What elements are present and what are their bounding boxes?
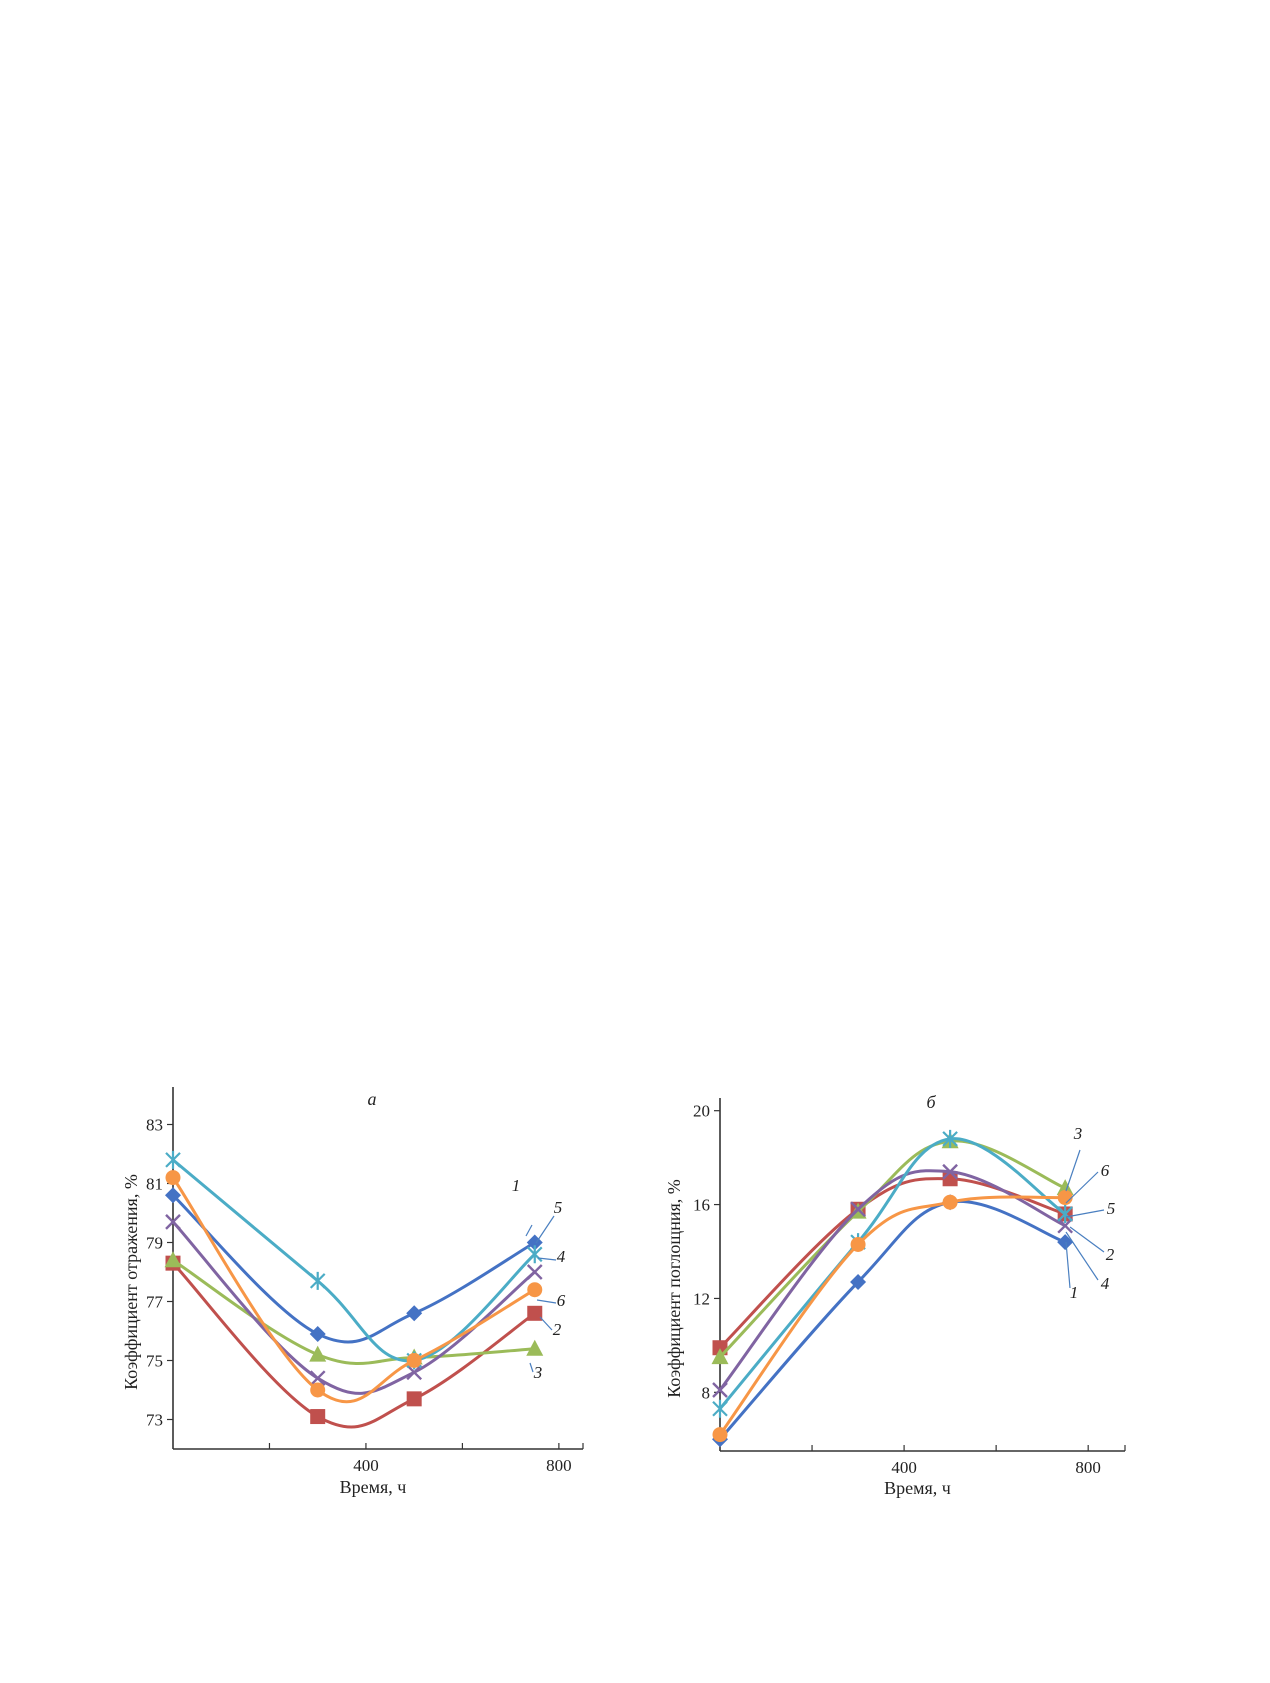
series-line-3 bbox=[718, 1139, 1067, 1359]
series-line-1 bbox=[171, 1193, 537, 1344]
data-point-1 bbox=[165, 1187, 181, 1204]
data-point-3 bbox=[526, 1339, 544, 1356]
data-point-5 bbox=[526, 1245, 543, 1264]
leader-line-5 bbox=[535, 1215, 555, 1244]
y-tick-label: 12 bbox=[693, 1289, 710, 1308]
panel-title: а bbox=[368, 1089, 377, 1109]
series-label-6: 6 bbox=[1101, 1161, 1110, 1180]
series-line-2 bbox=[171, 1261, 537, 1429]
leader-line-4 bbox=[1065, 1231, 1099, 1281]
x-axis-title: Время, ч bbox=[884, 1478, 951, 1498]
data-point-3 bbox=[164, 1251, 182, 1268]
chart-panel-1: 73 75 77 79 81 83 400 800 а Время, ч Коэффициент о… bbox=[121, 1087, 584, 1497]
data-point-6 bbox=[1057, 1190, 1073, 1206]
y-tick-label: 77 bbox=[146, 1293, 164, 1312]
leader-line-5 bbox=[1065, 1209, 1105, 1218]
x-tick-label: 800 bbox=[546, 1456, 572, 1475]
series-label-6: 6 bbox=[557, 1291, 566, 1310]
series-label-4: 4 bbox=[557, 1247, 566, 1266]
series-label-1: 1 bbox=[512, 1176, 521, 1195]
data-point-4 bbox=[309, 1370, 326, 1387]
series-line-5 bbox=[171, 1158, 537, 1363]
leader-line-3 bbox=[529, 1362, 534, 1373]
y-tick-label: 83 bbox=[146, 1116, 163, 1135]
data-point-4 bbox=[1057, 1217, 1074, 1234]
data-point-6 bbox=[165, 1170, 181, 1186]
y-tick-label: 8 bbox=[702, 1383, 711, 1402]
data-point-6 bbox=[406, 1353, 422, 1368]
data-point-3 bbox=[1056, 1179, 1074, 1196]
y-axis-title: Коэффициент отражения, % bbox=[121, 1174, 141, 1390]
y-tick-label: 20 bbox=[693, 1102, 710, 1121]
series-line-2 bbox=[718, 1177, 1067, 1350]
data-point-4 bbox=[526, 1264, 543, 1280]
data-point-2 bbox=[406, 1391, 422, 1407]
series-label-4: 4 bbox=[1101, 1274, 1110, 1293]
y-tick-label: 81 bbox=[146, 1175, 163, 1194]
data-point-2 bbox=[527, 1305, 543, 1321]
data-point-1 bbox=[309, 1325, 326, 1342]
series-label-5: 5 bbox=[1107, 1199, 1116, 1218]
data-point-4 bbox=[165, 1214, 181, 1230]
y-tick-label: 75 bbox=[146, 1352, 163, 1371]
series-label-2: 2 bbox=[1106, 1245, 1115, 1264]
series-label-1: 1 bbox=[1070, 1283, 1079, 1302]
series-line-1 bbox=[718, 1199, 1067, 1441]
x-tick-label: 800 bbox=[1075, 1458, 1101, 1477]
series-line-4 bbox=[171, 1220, 537, 1395]
leader-line-6 bbox=[1065, 1171, 1099, 1204]
data-point-1 bbox=[406, 1305, 423, 1322]
series-line-3 bbox=[171, 1258, 537, 1365]
series-line-5 bbox=[718, 1137, 1067, 1411]
series-line-4 bbox=[718, 1169, 1067, 1392]
data-point-3 bbox=[309, 1345, 327, 1362]
series-line-6 bbox=[171, 1176, 537, 1404]
data-point-5 bbox=[309, 1271, 326, 1290]
panel-title: б bbox=[926, 1092, 936, 1112]
leader-line-2 bbox=[1069, 1226, 1105, 1253]
series-label-2: 2 bbox=[553, 1320, 562, 1339]
data-point-3 bbox=[711, 1348, 729, 1365]
data-point-6 bbox=[310, 1382, 326, 1398]
leader-line-6 bbox=[536, 1299, 557, 1304]
y-axis-title: Коэффициент поглощния, % bbox=[664, 1179, 684, 1398]
leader-line-1 bbox=[525, 1224, 533, 1237]
leader-line-3 bbox=[1065, 1149, 1081, 1192]
data-point-5 bbox=[1057, 1204, 1073, 1223]
data-point-4 bbox=[406, 1364, 423, 1381]
data-point-2 bbox=[310, 1409, 326, 1425]
data-point-6 bbox=[942, 1194, 958, 1210]
series-label-3: 3 bbox=[533, 1363, 543, 1382]
data-point-6 bbox=[712, 1427, 728, 1443]
data-point-5 bbox=[712, 1399, 728, 1418]
data-point-6 bbox=[850, 1236, 866, 1252]
series-label-3: 3 bbox=[1073, 1124, 1083, 1143]
data-point-6 bbox=[527, 1282, 543, 1298]
data-point-4 bbox=[712, 1382, 728, 1398]
data-point-4 bbox=[942, 1163, 958, 1180]
leader-line-4 bbox=[537, 1257, 557, 1261]
leader-line-1 bbox=[1065, 1241, 1071, 1289]
series-line-6 bbox=[718, 1195, 1067, 1437]
x-axis-title: Время, ч bbox=[340, 1477, 407, 1497]
x-tick-label: 400 bbox=[353, 1456, 379, 1475]
y-tick-label: 16 bbox=[693, 1196, 710, 1215]
data-point-4 bbox=[850, 1201, 866, 1218]
data-point-5 bbox=[942, 1129, 958, 1148]
leader-line-2 bbox=[539, 1316, 553, 1331]
y-tick-label: 79 bbox=[146, 1234, 163, 1253]
y-tick-label: 73 bbox=[146, 1411, 163, 1430]
data-point-5 bbox=[165, 1150, 181, 1169]
x-tick-label: 400 bbox=[891, 1458, 917, 1477]
data-point-1 bbox=[850, 1274, 867, 1291]
data-point-1 bbox=[1057, 1234, 1074, 1251]
series-label-5: 5 bbox=[554, 1198, 563, 1217]
